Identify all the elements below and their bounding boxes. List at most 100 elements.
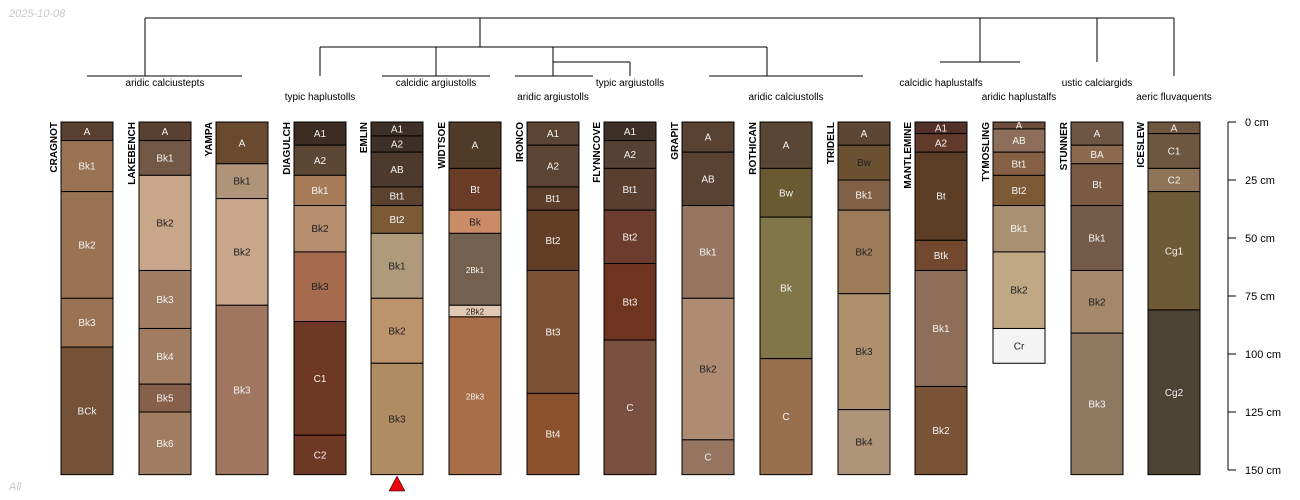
horizon-label: Bt1 — [622, 185, 637, 196]
horizon — [681, 121, 735, 153]
subgroup-label: typic argiustolls — [596, 78, 664, 89]
depth-axis: 0 cm 25 cm 50 cm 75 cm 100 cm 125 cm 150 cm — [1227, 117, 1281, 477]
horizon — [60, 191, 114, 299]
horizon — [992, 205, 1046, 253]
horizon-label: BCk — [78, 406, 98, 417]
horizon — [60, 346, 114, 476]
horizon-label: Bt3 — [545, 327, 560, 338]
subgroup-label: aeric fluvaquents — [1136, 92, 1212, 103]
horizon-label: Bk3 — [311, 282, 329, 293]
axis-tick-label: 150 cm — [1245, 465, 1281, 477]
horizon-label: Bw — [779, 188, 794, 199]
horizon — [603, 140, 657, 169]
horizon — [293, 205, 347, 253]
horizon — [759, 121, 813, 169]
horizon — [370, 205, 424, 234]
horizon — [1070, 269, 1124, 334]
horizon-label: Bk2 — [1088, 297, 1106, 308]
horizon-label: Bk2 — [1010, 286, 1028, 297]
horizon — [138, 327, 192, 385]
horizon-label: Bk1 — [78, 162, 96, 173]
horizon — [526, 144, 580, 188]
profile-name: TRIDELL — [826, 122, 837, 164]
horizon — [215, 121, 269, 165]
horizon — [681, 439, 735, 476]
horizon — [681, 205, 735, 299]
horizon-label: A2 — [624, 150, 637, 161]
horizon-label: C1 — [314, 374, 327, 385]
selected-profile-marker — [388, 475, 406, 492]
profile-tridell: A Bw Bk1 Bk2 Bk3 Bk4 TRIDELL — [826, 121, 891, 476]
horizon-label: Bk1 — [1088, 234, 1106, 245]
horizon-label: C2 — [1168, 176, 1181, 187]
horizon-label: Bk2 — [699, 365, 717, 376]
horizon-label: Bk1 — [388, 261, 406, 272]
profile-name: YAMPA — [204, 122, 215, 156]
horizon — [448, 232, 502, 306]
horizon-label: Bt2 — [545, 236, 560, 247]
horizon — [526, 392, 580, 476]
profile-tymosling: A AB Bt1 Bt2 Bk1 Bk2 Cr TYMOSLING — [981, 121, 1046, 364]
horizon-label: Bt2 — [1011, 186, 1026, 197]
profile-name: EMLIN — [359, 122, 370, 153]
horizon-label: A2 — [314, 156, 327, 167]
horizon-label: Cg1 — [1165, 246, 1184, 257]
profile-mantlemine: A1 A2 Bt Btk Bk1 Bk2 MANTLEMINE — [903, 121, 968, 476]
axis-tick-label: 25 cm — [1245, 175, 1275, 187]
horizon — [370, 297, 424, 364]
profile-rothican: A Bw Bk C ROTHICAN — [748, 121, 813, 476]
horizon-label: Bk2 — [388, 326, 406, 337]
horizon-label: 2Bk1 — [466, 266, 485, 275]
profile-name: DIAGULCH — [282, 122, 293, 175]
horizon — [914, 151, 968, 241]
horizon — [681, 297, 735, 441]
profile-name: STUNNER — [1059, 121, 1070, 170]
dendrogram — [87, 17, 1175, 77]
horizon — [837, 209, 891, 295]
horizon-label: Bk3 — [156, 295, 174, 306]
horizon — [293, 251, 347, 323]
horizon-label: C — [626, 403, 633, 414]
horizon-label: A — [1016, 121, 1023, 132]
subgroup-label: aridic calciustepts — [126, 78, 205, 89]
horizon — [603, 339, 657, 476]
subgroup-label: calcidic argiustolls — [396, 78, 477, 89]
horizon — [837, 179, 891, 211]
horizon-label: A1 — [935, 123, 948, 134]
horizon — [1147, 309, 1201, 476]
profile-widtsoe: A Bt Bk 2Bk1 2Bk2 2Bk3 WIDTSOE — [437, 121, 502, 476]
horizon — [138, 140, 192, 176]
horizon-label: A1 — [624, 127, 637, 138]
horizon — [293, 144, 347, 176]
horizon — [138, 174, 192, 271]
horizon — [759, 358, 813, 476]
subgroup-label: aridic calciustolls — [748, 92, 823, 103]
horizon — [992, 251, 1046, 329]
horizon — [914, 239, 968, 271]
profile-name: GRAPIT — [670, 122, 681, 160]
horizon-label: Bt2 — [389, 215, 404, 226]
horizon-label: A2 — [391, 140, 404, 151]
horizon — [448, 121, 502, 169]
horizon — [759, 216, 813, 360]
horizon-label: Bt1 — [389, 192, 404, 203]
footer-label: All — [9, 481, 22, 493]
horizon-label: A — [783, 141, 790, 152]
horizon-label: Bk3 — [233, 385, 251, 396]
horizon — [448, 167, 502, 211]
horizon-label: A1 — [314, 129, 327, 140]
subgroup-label: typic haplustolls — [285, 92, 356, 103]
profile-name: IRONCO — [515, 122, 526, 162]
profile-stunner: A BA Bt Bk1 Bk2 Bk3 STUNNER — [1059, 121, 1124, 476]
horizon-label: Bk4 — [855, 438, 873, 449]
horizon — [293, 321, 347, 436]
horizon-label: Bt — [936, 192, 946, 203]
horizon — [526, 269, 580, 394]
horizon-label: Bk1 — [699, 247, 717, 258]
horizon — [992, 174, 1046, 207]
profile-iceslew: A C1 C2 Cg1 Cg2 ICESLEW — [1136, 121, 1201, 476]
horizon — [370, 232, 424, 299]
horizon-label: Bk3 — [855, 347, 873, 358]
horizon-label: A — [162, 127, 169, 138]
horizon-label: Bt — [470, 185, 480, 196]
